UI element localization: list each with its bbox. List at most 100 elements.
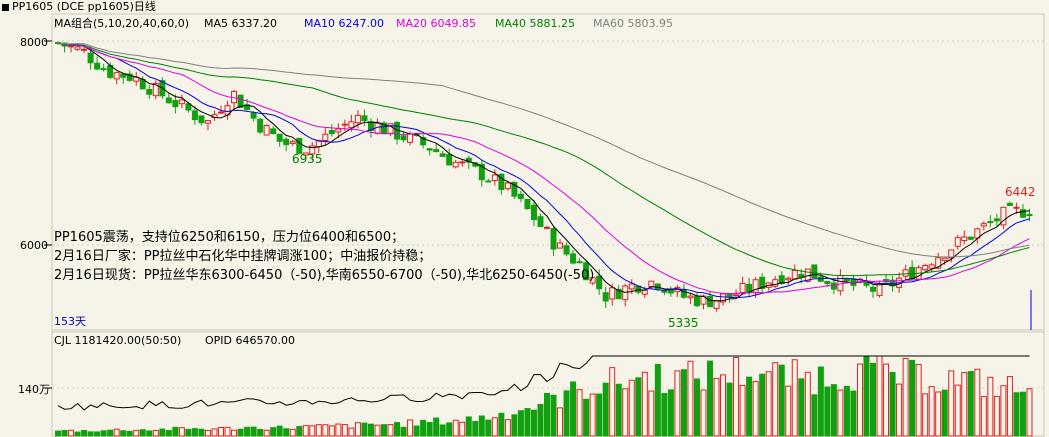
volume-bar (680, 369, 687, 437)
candle-body (791, 269, 798, 280)
candle-body (407, 133, 414, 143)
volume-bar (863, 355, 870, 437)
candle-body (837, 274, 844, 292)
volume-bar (394, 422, 401, 437)
candle-body (648, 280, 655, 288)
candle-body (524, 198, 531, 210)
news-annotation: PP1605震荡，支持位6250和6150，压力位6400和6500； 2月16… (54, 230, 594, 283)
candle-body (830, 282, 837, 290)
candle-body (609, 287, 616, 300)
volume-bar (354, 422, 361, 437)
ma60-legend: MA60 5803.95 (593, 17, 673, 30)
candle-body (948, 249, 955, 259)
candle-body (491, 174, 498, 181)
candle-body (843, 278, 850, 282)
volume-bar (367, 423, 374, 437)
candle-body (348, 121, 355, 129)
volume-bar (850, 390, 857, 437)
candle-body (733, 294, 740, 297)
volume-bar (335, 423, 342, 437)
volume-bar (974, 368, 981, 437)
volume-bar (967, 371, 974, 437)
volume-bar (283, 428, 290, 437)
volume-bar (759, 373, 766, 437)
volume-bar (485, 419, 492, 437)
volume-bar (928, 386, 935, 437)
candle-body (485, 180, 492, 183)
candle-body (498, 173, 505, 190)
candle-body (517, 193, 524, 199)
candle-body (478, 163, 485, 181)
ma5-line (57, 42, 1030, 302)
candle-body (993, 218, 1000, 222)
volume-bar (628, 379, 635, 437)
candle-body (941, 257, 948, 262)
candle-body (81, 48, 88, 51)
volume-bar (576, 389, 583, 437)
volume-bar (824, 386, 831, 437)
volume-bar (211, 428, 218, 437)
volume-bar (504, 419, 511, 437)
volume-bar (478, 415, 485, 437)
candle-body (530, 204, 537, 221)
candle-body (341, 123, 348, 126)
candle-body (550, 228, 557, 250)
volume-bar (309, 425, 316, 437)
volume-bar (1013, 392, 1020, 437)
candle-body (283, 138, 290, 146)
candle-body (459, 161, 466, 164)
volume-bar (609, 367, 616, 437)
candle-body (707, 295, 713, 308)
candle-body (309, 145, 316, 155)
volume-bar (635, 377, 642, 437)
ma-legend: MA组合(5,10,20,40,60,0) MA5 6337.20 MA10 6… (54, 16, 673, 30)
volume-bar (224, 426, 231, 437)
volume-bar (537, 403, 544, 437)
volume-bar (544, 392, 550, 437)
candle-body (198, 115, 205, 124)
volume-bar (328, 425, 335, 437)
volume-bar (322, 424, 329, 437)
window-menu-icon[interactable] (2, 3, 9, 11)
volume-bar (856, 363, 863, 437)
volume-bars (55, 355, 1033, 437)
volume-bar (152, 429, 159, 437)
candle-body (772, 279, 779, 287)
volume-bar (120, 430, 127, 437)
candle-body (870, 286, 876, 292)
volume-bar (713, 377, 720, 437)
candle-body (615, 288, 622, 300)
candle-body (628, 283, 635, 290)
volume-bar (785, 385, 792, 437)
candle-body (120, 73, 127, 78)
candle-body (263, 125, 270, 136)
volume-bar (661, 392, 668, 437)
volume-bar (61, 429, 68, 437)
candle-body (1013, 206, 1020, 209)
volume-bar (837, 389, 844, 437)
volume-bar (218, 426, 224, 437)
volume-bar (433, 417, 440, 437)
volume-bar (765, 371, 772, 437)
volume-bar (250, 426, 257, 437)
volume-bar (159, 428, 166, 437)
volume-bar (289, 428, 296, 437)
volume-bar (700, 389, 707, 437)
candle-body (439, 153, 446, 157)
ma5-legend: MA5 6337.20 (204, 17, 277, 30)
volume-bar (870, 362, 876, 437)
volume-bar (107, 429, 114, 437)
volume-bar (172, 426, 179, 437)
volume-bar (407, 419, 414, 437)
y-tick-6000: 6000 (20, 239, 48, 252)
volume-bar (889, 371, 896, 437)
volume-bar (94, 431, 101, 437)
candle-body (68, 45, 75, 48)
ma60-line (57, 42, 1030, 258)
candle-body (504, 182, 511, 190)
volume-bar (55, 430, 61, 437)
volume-bar (374, 424, 381, 437)
candle-body (191, 110, 198, 121)
candle-body (641, 289, 648, 295)
